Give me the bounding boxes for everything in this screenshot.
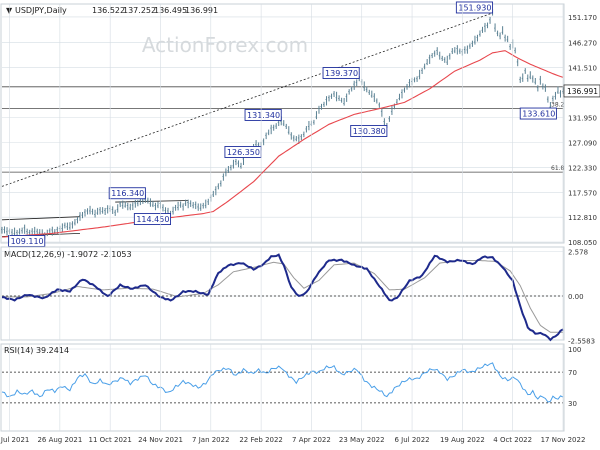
price-label: 109.110 <box>11 237 44 246</box>
price-tick-label: 108.050 <box>568 239 597 247</box>
x-tick-label: 22 Feb 2022 <box>239 436 283 444</box>
price-label: 126.350 <box>227 148 260 157</box>
rsi-tick-label: 100 <box>568 346 581 354</box>
rsi-panel: 100 70 30 RSI(14) 39.2414 <box>0 343 581 432</box>
rsi-title: RSI(14) 39.2414 <box>4 346 69 355</box>
price-tick-label: 151.170 <box>568 14 597 22</box>
x-tick-label: 17 Nov 2022 <box>541 436 586 444</box>
price-series <box>1 8 564 240</box>
watermark: ActionForex.com <box>142 33 308 57</box>
price-annotations: 151.930 139.370 131.340 126.350 130.380 133.6… <box>8 1 557 247</box>
level-label: 38.2 <box>551 102 565 109</box>
macd-tick-label: 0.00 <box>568 293 584 301</box>
rsi-axis-labels: 100 70 30 <box>568 346 581 408</box>
price-panel: 151.170 146.270 141.510 136.991 131.950 127.0… <box>0 1 600 247</box>
price-tick-label: 127.090 <box>568 140 597 148</box>
x-tick-label: 4 Oct 2022 <box>493 436 532 444</box>
x-tick-label: 7 Apr 2022 <box>292 436 331 444</box>
macd-tick-label: -2.5583 <box>568 337 595 345</box>
price-label: 151.930 <box>458 3 491 12</box>
price-panel-frame <box>0 3 565 244</box>
macd-grid <box>2 251 563 341</box>
price-label: 130.380 <box>353 127 386 136</box>
price-label-box <box>8 235 46 247</box>
last-price-label: 136.991 <box>567 87 598 96</box>
trendline <box>1 12 493 187</box>
price-tick-label: 131.950 <box>568 114 597 122</box>
price-label-box <box>455 1 494 14</box>
price-label: 116.340 <box>111 189 144 198</box>
price-tick-label: 117.570 <box>568 189 597 197</box>
price-label: 114.450 <box>136 215 169 224</box>
macd-axis-labels: 2.578 0.00 -2.5583 <box>568 248 595 345</box>
last-price-box <box>563 84 600 98</box>
ohlc-low: 136.495 <box>154 6 187 15</box>
price-header: ▼ USDJPY,Daily 136.522 137.252 136.495 1… <box>6 6 218 15</box>
rsi-tick-label: 30 <box>568 400 577 408</box>
macd-tick-label: 2.578 <box>568 248 588 256</box>
price-label-box <box>350 125 388 137</box>
price-tick-label: 112.810 <box>568 214 597 222</box>
price-label: 133.610 <box>522 110 555 119</box>
price-grid <box>2 16 563 243</box>
level-label: 61.8 <box>551 165 565 172</box>
retracement-levels: 38.2 61.8 <box>1 12 565 237</box>
rsi-panel-frame <box>0 343 565 432</box>
x-tick-label: 24 Nov 2021 <box>138 436 183 444</box>
rsi-line <box>1 362 564 403</box>
macd-line <box>2 253 564 342</box>
price-label-box <box>133 213 172 226</box>
ohlc-open: 136.522 <box>92 6 125 15</box>
x-tick-label: 6 Jul 2022 <box>394 436 429 444</box>
x-tick-label: 7 Jan 2022 <box>192 436 230 444</box>
price-label-box <box>244 108 282 121</box>
price-label: 139.370 <box>325 69 358 78</box>
macd-panel: 2.578 0.00 -2.5583 MACD(12,26,9) -1.9072 -… <box>0 246 595 345</box>
channel-line <box>1 216 81 221</box>
x-tick-label: 23 May 2022 <box>339 436 385 444</box>
rsi-series <box>1 362 564 403</box>
ohlc-high: 137.252 <box>123 6 156 15</box>
x-tick-label: 19 Aug 2022 <box>440 436 485 444</box>
moving-average-line <box>1 50 564 238</box>
price-label: 131.340 <box>247 111 280 120</box>
rsi-grid <box>2 348 563 404</box>
x-tick-label: 26 Aug 2021 <box>37 436 82 444</box>
price-axis-labels: 151.170 146.270 141.510 136.991 131.950 127.0… <box>563 14 600 247</box>
price-tick-label: 122.330 <box>568 164 597 172</box>
price-title: USDJPY,Daily <box>15 6 67 15</box>
x-tick-label: 13 Jul 2021 <box>0 436 29 444</box>
x-tick-label: 11 Oct 2021 <box>89 436 132 444</box>
channel-line <box>115 200 189 203</box>
rsi-tick-label: 70 <box>568 369 577 377</box>
price-label-box <box>519 107 557 120</box>
ohlc-close: 136.991 <box>185 6 218 15</box>
price-tick-label: 146.270 <box>568 40 597 48</box>
macd-title: MACD(12,26,9) -1.9072 -2.1053 <box>4 250 132 259</box>
price-label-box <box>108 187 146 200</box>
x-axis: 13 Jul 2021 26 Aug 2021 11 Oct 2021 24 Nov … <box>0 4 585 444</box>
price-tick-label: 141.510 <box>568 64 597 72</box>
macd-series <box>2 253 564 342</box>
price-label-box <box>322 67 360 79</box>
